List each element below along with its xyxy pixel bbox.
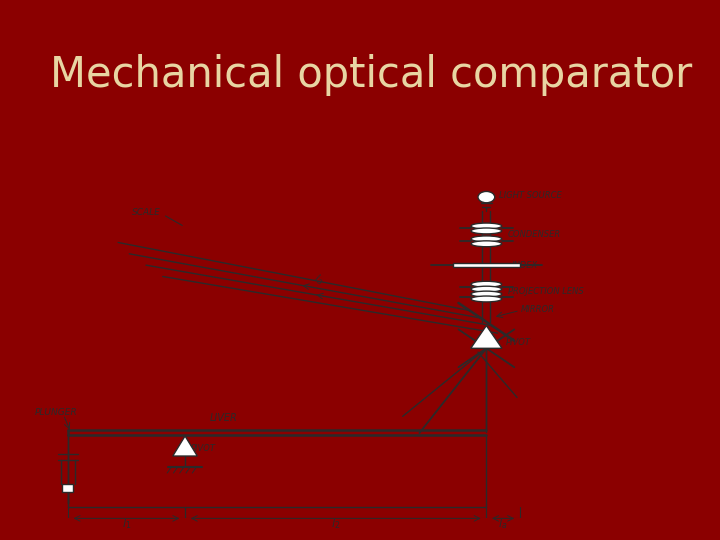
Ellipse shape (471, 241, 502, 247)
Ellipse shape (471, 236, 502, 242)
Bar (453, 263, 520, 267)
Text: $l_1$: $l_1$ (122, 517, 131, 530)
Text: INDEX: INDEX (511, 261, 538, 269)
Text: CONDENSER: CONDENSER (508, 231, 561, 239)
Text: $l_a$: $l_a$ (312, 271, 326, 288)
Bar (63, 484, 73, 492)
Text: $l_2$: $l_2$ (331, 517, 341, 530)
Polygon shape (471, 326, 502, 348)
Text: LIVER: LIVER (210, 413, 238, 423)
Ellipse shape (471, 291, 502, 297)
Ellipse shape (471, 228, 502, 234)
Ellipse shape (471, 286, 502, 292)
Text: $l_a$: $l_a$ (498, 517, 508, 530)
Ellipse shape (471, 296, 502, 302)
Text: LIGHT SOURCE: LIGHT SOURCE (499, 191, 562, 200)
Circle shape (478, 192, 495, 203)
Ellipse shape (471, 223, 502, 229)
Text: SCALE: SCALE (132, 208, 161, 217)
Text: PIVOT: PIVOT (506, 338, 531, 347)
Text: PLUNGER: PLUNGER (35, 408, 77, 417)
Text: MIRROR: MIRROR (521, 305, 555, 314)
Ellipse shape (471, 281, 502, 287)
Text: PIVOT: PIVOT (191, 444, 215, 453)
Text: Mechanical optical comparator: Mechanical optical comparator (50, 54, 693, 96)
Text: PROJECTION LENS: PROJECTION LENS (508, 287, 583, 296)
Polygon shape (173, 436, 197, 456)
